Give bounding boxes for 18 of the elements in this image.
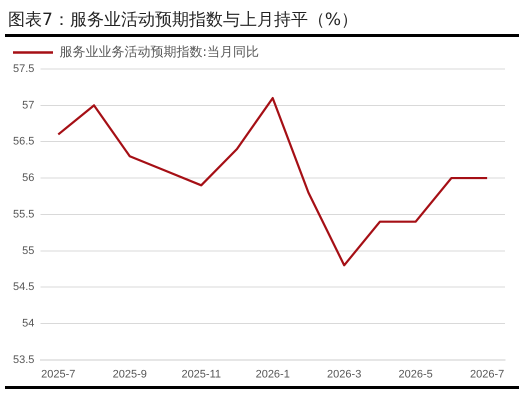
y-tick-label: 54 xyxy=(22,317,34,330)
y-tick-label: 56 xyxy=(22,172,34,184)
y-tick-label: 57.5 xyxy=(12,63,34,76)
y-tick-label: 54.5 xyxy=(12,281,34,294)
y-tick-label: 57 xyxy=(22,99,34,112)
y-tick-label: 55 xyxy=(22,244,34,257)
legend-label: 服务业业务活动预期指数:当月同比 xyxy=(60,44,259,60)
y-tick-label: 56.5 xyxy=(12,136,34,148)
x-tick-label: 2026-5 xyxy=(398,368,433,380)
x-tick-label: 2026-1 xyxy=(256,368,290,380)
x-tick-label: 2025-7 xyxy=(41,368,76,380)
x-tick-label: 2025-9 xyxy=(112,368,147,380)
chart-title: 图表7：服务业活动预期指数与上月持平（%） xyxy=(8,9,358,31)
y-tick-label: 55.5 xyxy=(12,208,34,220)
x-tick-label: 2025-11 xyxy=(181,368,222,380)
y-tick-label: 53.5 xyxy=(12,354,34,366)
x-tick-label: 2026-7 xyxy=(470,368,504,380)
x-tick-label: 2026-3 xyxy=(327,368,362,380)
